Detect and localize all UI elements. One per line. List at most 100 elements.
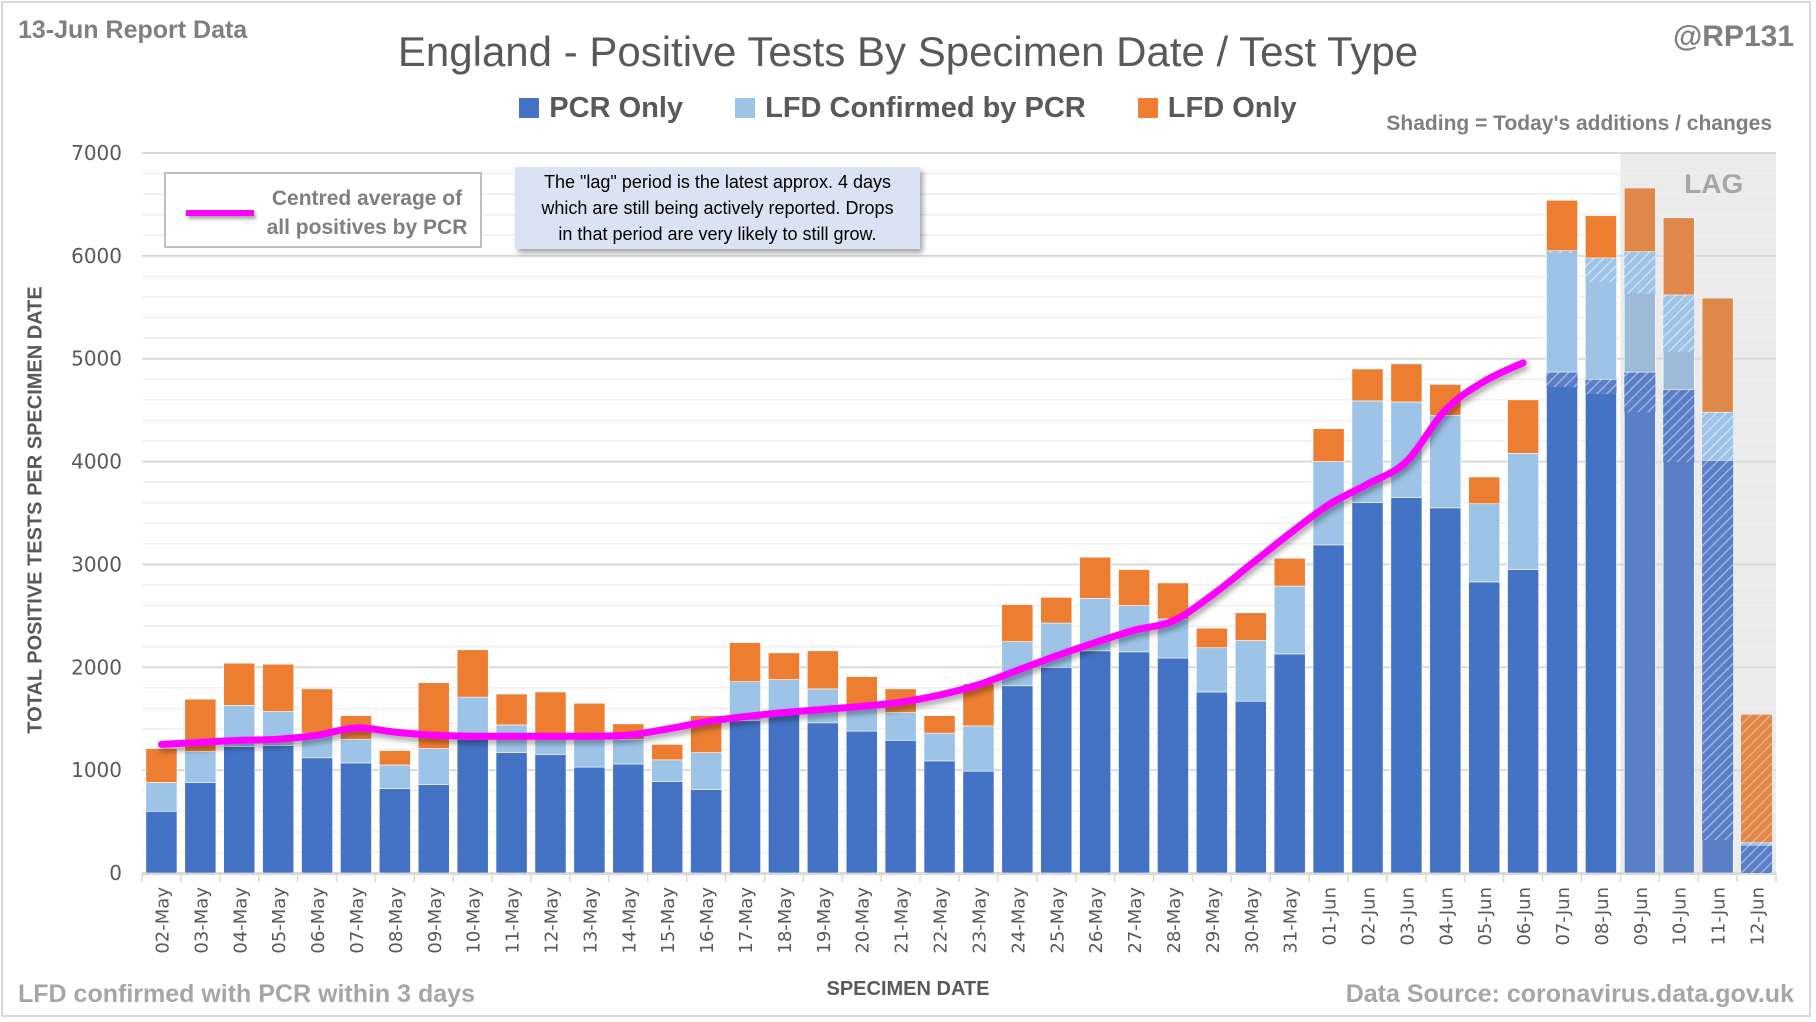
x-tick-label: 05-Jun (1475, 887, 1496, 946)
y-tick-label: 5000 (71, 347, 122, 371)
bar-segment-lfd-confirmed (145, 782, 178, 812)
footer-note: LFD confirmed with PCR within 3 days (18, 980, 475, 1008)
bar-segment-pcr-only (806, 722, 839, 874)
bar-segment-lfd-only (456, 649, 489, 698)
legend-label: LFD Only (1167, 92, 1297, 124)
line-legend: Centred average of all positives by PCR (164, 172, 482, 248)
legend-swatch-pcr-only (519, 98, 540, 118)
bar-segment-lfd-only (651, 744, 684, 761)
x-tick-label: 07-Jun (1553, 887, 1574, 946)
bar-segment-lfd-only (1351, 368, 1384, 402)
bar-segment-lfd-only (1118, 569, 1150, 606)
x-tick-label: 12-May (542, 887, 563, 954)
y-tick-label: 4000 (71, 450, 122, 474)
bar-segment-pcr-only (456, 738, 489, 874)
x-tick-label: 10-May (464, 887, 485, 954)
bar-segment-pcr-only (1429, 507, 1462, 874)
bar-segment-lfd-confirmed (379, 764, 411, 789)
bar-segment-lfd-only (223, 662, 256, 706)
x-tick-label: 27-May (1125, 887, 1146, 954)
x-tick-label: 13-May (580, 887, 601, 954)
y-tick-label: 0 (109, 861, 122, 885)
bar-segment-lfd-only (962, 683, 995, 727)
data-source: Data Source: coronavirus.data.gov.uk (1345, 980, 1794, 1008)
bar-segment-lfd-confirmed (1546, 250, 1578, 373)
line-legend-swatch (186, 210, 254, 216)
bar-segment-pcr-only (417, 784, 450, 874)
x-tick-label: 15-May (658, 887, 679, 954)
x-tick-label: 18-May (775, 887, 796, 954)
x-tick-label: 06-May (308, 887, 329, 954)
bar-segment-lfd-only (923, 715, 956, 734)
x-tick-label: 08-May (386, 887, 407, 954)
bar-segment-pcr-only (612, 763, 645, 874)
x-tick-label: 23-May (969, 887, 990, 954)
bar-segment-pcr-only (184, 782, 217, 874)
bar-segment-pcr-only (845, 730, 878, 874)
x-tick-label: 04-Jun (1436, 887, 1457, 946)
bar-segment-pcr-only-change (1663, 389, 1695, 463)
bar-segment-lfd-only (379, 750, 411, 766)
bar-segment-pcr-only (923, 760, 956, 874)
bar-segment-lfd-only (1585, 215, 1617, 259)
x-tick-label: 07-May (347, 887, 368, 954)
chart-title: England - Positive Tests By Specimen Dat… (397, 28, 1419, 75)
y-tick-label: 2000 (71, 655, 122, 679)
legend-label: LFD Confirmed by PCR (765, 92, 1086, 124)
y-tick-label: 3000 (71, 552, 122, 576)
bar-segment-lfd-only (1234, 612, 1267, 641)
bar-segment-pcr-only (534, 754, 567, 874)
bar-segment-lfd-confirmed-change (1546, 250, 1578, 254)
bar-segment-lfd-confirmed (612, 738, 645, 765)
x-tick-label: 01-Jun (1320, 887, 1341, 946)
legend-label: PCR Only (549, 92, 684, 124)
line-legend-label-2: all positives by PCR (266, 216, 468, 239)
legend-swatch-lfd-confirmed (735, 98, 756, 118)
lag-callout: The "lag" period is the latest approx. 4… (515, 167, 920, 249)
bar-segment-pcr-only-change (1740, 845, 1773, 873)
line-legend-label-1: Centred average of (271, 187, 463, 210)
bar-segment-lfd-confirmed (1468, 503, 1501, 583)
x-tick-label: 09-May (425, 887, 446, 954)
bar-segment-lfd-confirmed-change (1585, 257, 1617, 283)
x-tick-label: 03-May (191, 887, 212, 954)
bar-segment-pcr-only (301, 757, 333, 874)
x-tick-label: 28-May (1164, 887, 1185, 954)
bar-segment-lfd-confirmed (884, 712, 917, 741)
bar-segment-pcr-only (690, 789, 722, 874)
x-tick-label: 02-Jun (1359, 887, 1380, 946)
bar-segment-lfd-confirmed (1196, 647, 1228, 693)
bar-segment-pcr-only-change (1702, 460, 1734, 841)
bar-segment-lfd-confirmed (184, 751, 217, 783)
shading-note: Shading = Today's additions / changes (1386, 112, 1772, 135)
bar-segment-pcr-only (1507, 569, 1539, 874)
bar-segment-pcr-only (1118, 651, 1150, 874)
bar-segment-pcr-only (262, 745, 295, 874)
x-tick-label: 24-May (1008, 887, 1029, 954)
bar-segment-lfd-confirmed (1507, 453, 1539, 570)
bar-segment-lfd-confirmed (690, 752, 722, 790)
legend-swatch-lfd-only (1137, 98, 1158, 118)
bar-segment-pcr-only (1040, 666, 1073, 874)
x-axis-label: SPECIMEN DATE (826, 978, 990, 1000)
bar-segment-lfd-only (534, 691, 567, 737)
author-handle: @RP131 (1673, 20, 1794, 53)
x-tick-label: 09-Jun (1631, 887, 1652, 946)
bar-segment-pcr-only (379, 788, 411, 874)
bar-segment-lfd-only (1546, 200, 1578, 252)
bar-segment-pcr-only (962, 770, 995, 874)
bar-segment-pcr-only-change (1585, 379, 1617, 395)
bar-segment-pcr-only (651, 781, 684, 874)
bar-segment-lfd-confirmed-change (1624, 251, 1656, 294)
bar-segment-lfd-only (262, 663, 295, 712)
bar-segment-lfd-only (1079, 556, 1112, 599)
x-tick-label: 03-Jun (1397, 887, 1418, 946)
x-tick-label: 12-Jun (1748, 887, 1769, 946)
bar-segment-lfd-confirmed (962, 725, 995, 772)
bar-segment-lfd-confirmed (340, 738, 372, 764)
bar-segment-lfd-confirmed-change (1663, 294, 1695, 352)
bar-segment-lfd-only-change (1740, 714, 1773, 843)
bar-segment-lfd-only (845, 676, 878, 707)
bar-segment-lfd-only (1662, 217, 1695, 296)
